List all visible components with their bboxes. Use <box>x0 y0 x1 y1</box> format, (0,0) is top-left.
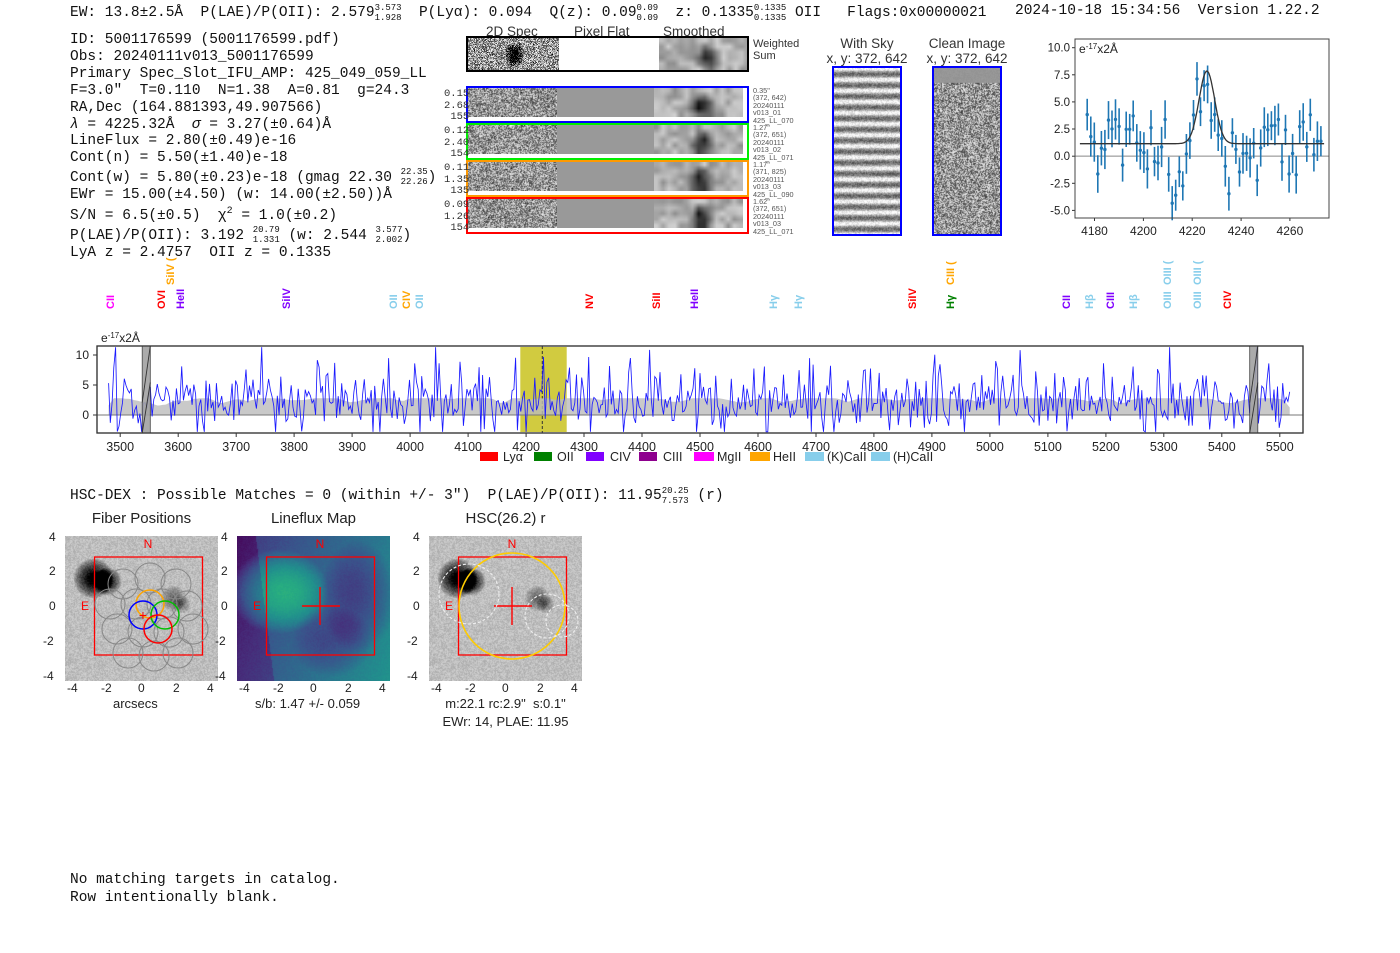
svg-text:0: 0 <box>82 408 89 422</box>
svg-text:4200: 4200 <box>512 440 540 454</box>
svg-text:4000: 4000 <box>396 440 424 454</box>
svg-text:5100: 5100 <box>1034 440 1062 454</box>
svg-text:5300: 5300 <box>1150 440 1178 454</box>
svg-text:4800: 4800 <box>860 440 888 454</box>
svg-text:3700: 3700 <box>222 440 250 454</box>
svg-text:4300: 4300 <box>570 440 598 454</box>
svg-text:4500: 4500 <box>686 440 714 454</box>
svg-text:3900: 3900 <box>338 440 366 454</box>
svg-text:4400: 4400 <box>628 440 656 454</box>
svg-text:5000: 5000 <box>976 440 1004 454</box>
svg-text:4600: 4600 <box>744 440 772 454</box>
svg-text:5: 5 <box>82 378 89 392</box>
svg-text:3800: 3800 <box>280 440 308 454</box>
svg-text:10: 10 <box>76 348 90 362</box>
svg-text:5200: 5200 <box>1092 440 1120 454</box>
svg-text:e-17x2Å: e-17x2Å <box>101 330 140 345</box>
svg-text:5400: 5400 <box>1208 440 1236 454</box>
svg-text:3600: 3600 <box>164 440 192 454</box>
svg-text:4100: 4100 <box>454 440 482 454</box>
svg-text:4700: 4700 <box>802 440 830 454</box>
svg-text:3500: 3500 <box>106 440 134 454</box>
svg-text:5500: 5500 <box>1266 440 1294 454</box>
svg-text:4900: 4900 <box>918 440 946 454</box>
